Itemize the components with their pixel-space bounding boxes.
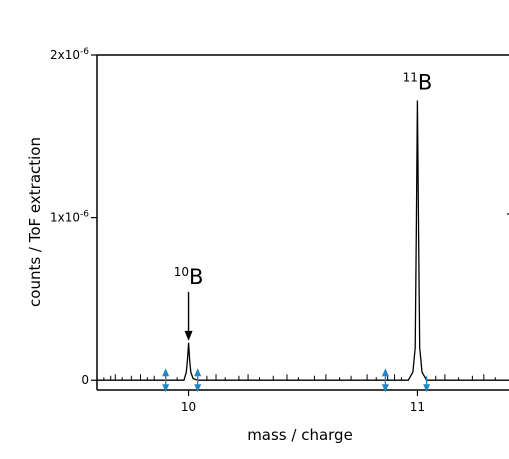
- annotations: 10B 11B: [174, 71, 433, 341]
- frame: [96, 54, 509, 391]
- x-ticks: 10 11: [181, 390, 425, 414]
- marker-up: [194, 368, 202, 377]
- marker-down: [194, 384, 202, 393]
- marker-down: [381, 384, 389, 393]
- x-tick-label: 10: [181, 400, 196, 414]
- marker-down: [162, 384, 170, 393]
- markers: [162, 368, 431, 393]
- marker-up: [162, 368, 170, 377]
- y-tick-label: 0: [81, 373, 89, 387]
- arrow-head: [184, 330, 193, 341]
- noise-spikes: [103, 374, 496, 381]
- y-tick-label: 1x10-6: [50, 210, 89, 225]
- isotope-label: 10B: [174, 265, 204, 289]
- y-axis-label: counts / ToF extraction: [26, 137, 44, 307]
- x-axis-label: mass / charge: [247, 426, 353, 444]
- y-ticks: 0 1x10-6 2x10-6: [50, 47, 97, 387]
- series-line: [97, 100, 509, 381]
- marker-up: [381, 368, 389, 377]
- y-tick-label: 2x10-6: [50, 47, 89, 62]
- x-tick-label: 11: [410, 400, 425, 414]
- isotope-label: 11B: [403, 71, 433, 95]
- marker-down: [423, 384, 431, 393]
